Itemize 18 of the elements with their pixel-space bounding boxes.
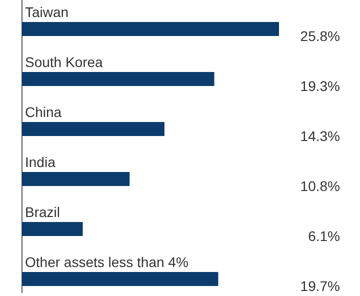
y-tick-label: China xyxy=(25,104,62,120)
data-label: 6.1% xyxy=(308,228,340,244)
y-tick-label: Other assets less than 4% xyxy=(25,254,188,270)
bar xyxy=(22,222,83,236)
bar xyxy=(22,72,214,86)
data-label: 14.3% xyxy=(300,128,340,144)
y-tick-label: Brazil xyxy=(25,204,60,220)
data-label: 10.8% xyxy=(300,178,340,194)
y-tick-label: India xyxy=(25,154,56,170)
data-label: 19.3% xyxy=(300,78,340,94)
y-tick-label: South Korea xyxy=(25,54,104,70)
bar xyxy=(22,172,130,186)
data-label: 19.7% xyxy=(300,278,340,294)
y-tick-label: Taiwan xyxy=(25,4,69,20)
data-label: 25.8% xyxy=(300,28,340,44)
bar xyxy=(22,22,279,36)
bar xyxy=(22,122,164,136)
bar xyxy=(22,272,218,286)
